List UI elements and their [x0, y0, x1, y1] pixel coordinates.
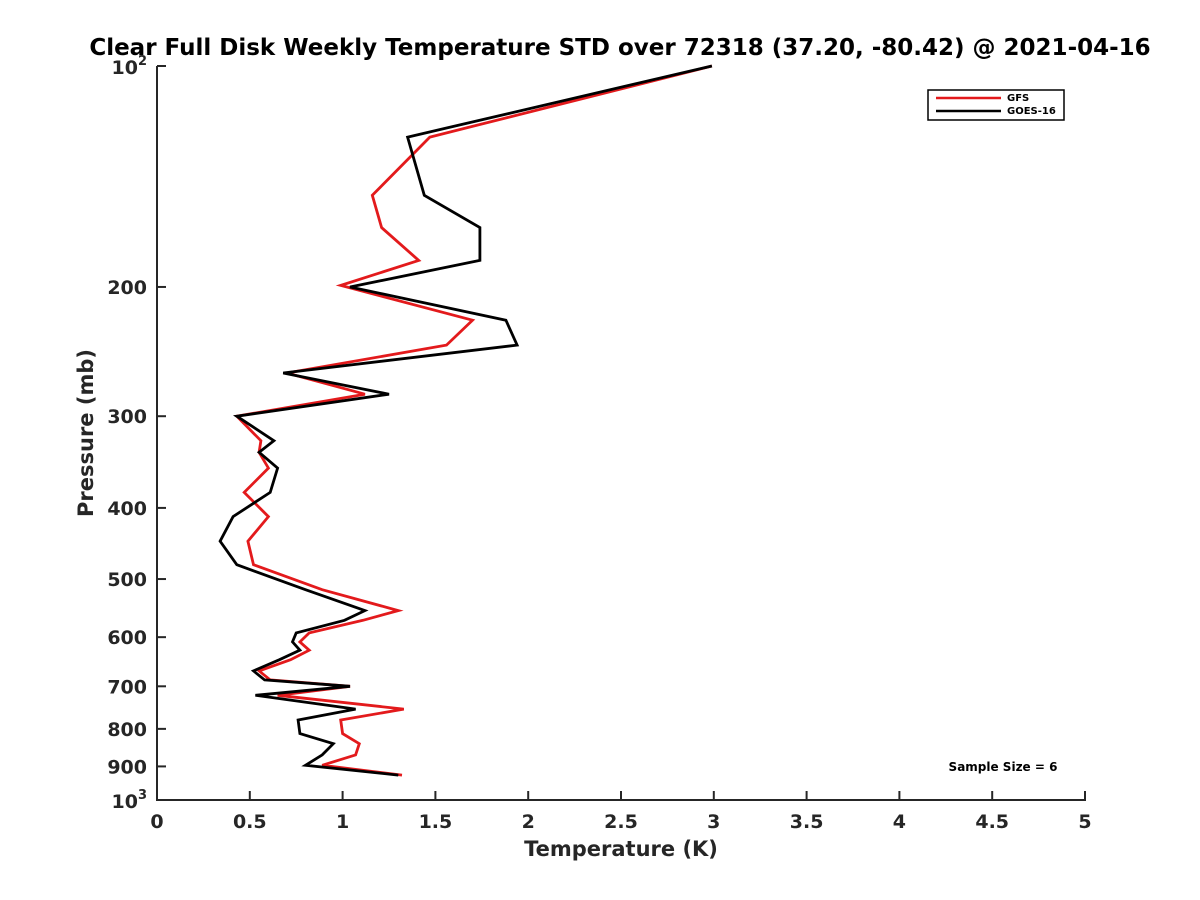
x-ticks: 0 0.5 1 1.5 2 2.5 3 3.5 4 4.5 5: [150, 791, 1092, 833]
y-tick-label: 200: [107, 277, 147, 299]
y-tick-label-exponent: 3: [138, 788, 147, 803]
sample-size-annotation: Sample Size = 6: [949, 760, 1058, 774]
y-tick-label: 500: [107, 569, 147, 591]
y-axis-label: Pressure (mb): [74, 349, 98, 517]
x-tick-label: 3: [707, 811, 720, 833]
y-tick-label: 300: [107, 406, 147, 428]
series-line-gfs: [233, 64, 713, 777]
x-tick-label: 0.5: [233, 811, 267, 833]
x-tick-label: 5: [1078, 811, 1091, 833]
series-line-goes-16: [218, 64, 713, 777]
legend: GFS GOES-16: [927, 89, 1065, 121]
chart-title: Clear Full Disk Weekly Temperature STD o…: [89, 35, 1150, 61]
x-tick-label: 3.5: [790, 811, 824, 833]
y-tick-label: 800: [107, 719, 147, 741]
y-tick-label: 103: [112, 788, 148, 813]
legend-box: [927, 89, 1065, 121]
x-tick-label: 1: [336, 811, 349, 833]
y-tick-label-base: 10: [112, 791, 138, 813]
y-tick-label-exponent: 2: [138, 54, 147, 69]
y-tick-label: 600: [107, 627, 147, 649]
legend-label-gfs: GFS: [1007, 93, 1029, 104]
x-tick-label: 2.5: [604, 811, 638, 833]
y-tick-label: 700: [107, 676, 147, 698]
x-tick-label: 0: [150, 811, 163, 833]
y-tick-label: 400: [107, 498, 147, 520]
y-tick-label: 900: [107, 756, 147, 778]
y-tick-label-base: 10: [112, 57, 138, 79]
x-tick-label: 1.5: [419, 811, 453, 833]
y-tick-label: 102: [112, 54, 148, 79]
x-axis-label: Temperature (K): [524, 837, 718, 861]
x-tick-label: 4.5: [975, 811, 1009, 833]
legend-label-goes16: GOES-16: [1007, 106, 1056, 117]
x-tick-label: 4: [893, 811, 906, 833]
x-tick-label: 2: [522, 811, 535, 833]
series-lines: [218, 64, 713, 777]
